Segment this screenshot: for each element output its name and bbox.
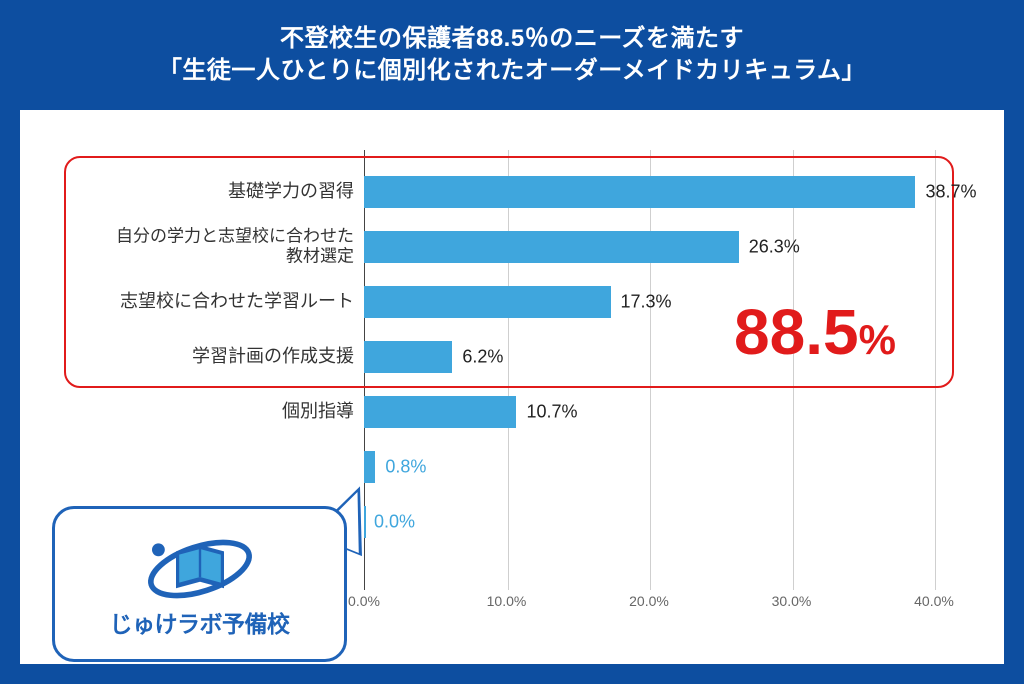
- chart-row: 自分の学力と志望校に合わせた教材選定 26.3%: [58, 219, 966, 274]
- bar-value: 6.2%: [462, 346, 503, 367]
- bar-value: 0.8%: [385, 456, 426, 477]
- bar-value: 26.3%: [749, 236, 800, 257]
- x-tick-label: 20.0%: [619, 593, 679, 609]
- row-label: 個別指導: [58, 401, 354, 423]
- header-line-1: 不登校生の保護者88.5％のニーズを満たす: [280, 23, 744, 55]
- chart-row: 個別指導 10.7%: [58, 384, 966, 439]
- chart-row: 基礎学力の習得38.7%: [58, 164, 966, 219]
- chart-row: 志望校に合わせた学習ルート 17.3%: [58, 274, 966, 329]
- bar: [364, 176, 915, 208]
- jukelab-logo-icon: [135, 529, 265, 609]
- row-label: 基礎学力の習得: [58, 181, 354, 203]
- bar: [364, 451, 375, 483]
- bar-value: 10.7%: [526, 401, 577, 422]
- bar-value: 38.7%: [925, 181, 976, 202]
- bar: [364, 286, 611, 318]
- bar-value: 0.0%: [374, 511, 415, 532]
- row-label: 学習計画の作成支援: [58, 346, 354, 368]
- x-tick-label: 40.0%: [904, 593, 964, 609]
- logo-text: じゅけラボ予備校: [110, 605, 290, 639]
- page-header: 不登校生の保護者88.5％のニーズを満たす 「生徒一人ひとりに個別化されたオーダ…: [0, 0, 1024, 110]
- chart-row: 0.8%: [58, 439, 966, 494]
- chart-panel: 88.5% 0.0%10.0%20.0%30.0%40.0%基礎学力の習得38.…: [20, 110, 1004, 664]
- bar-value: 17.3%: [621, 291, 672, 312]
- x-tick-label: 30.0%: [762, 593, 822, 609]
- row-label: 志望校に合わせた学習ルート: [58, 291, 354, 313]
- x-tick-label: 10.0%: [477, 593, 537, 609]
- header-line-2: 「生徒一人ひとりに個別化されたオーダーメイドカリキュラム」: [158, 55, 866, 87]
- bar: [364, 341, 452, 373]
- logo-callout: じゅけラボ予備校: [52, 506, 347, 662]
- bar: [364, 231, 739, 263]
- row-label: 自分の学力と志望校に合わせた教材選定: [58, 226, 354, 267]
- chart-row: 学習計画の作成支援 6.2%: [58, 329, 966, 384]
- bar: [364, 396, 516, 428]
